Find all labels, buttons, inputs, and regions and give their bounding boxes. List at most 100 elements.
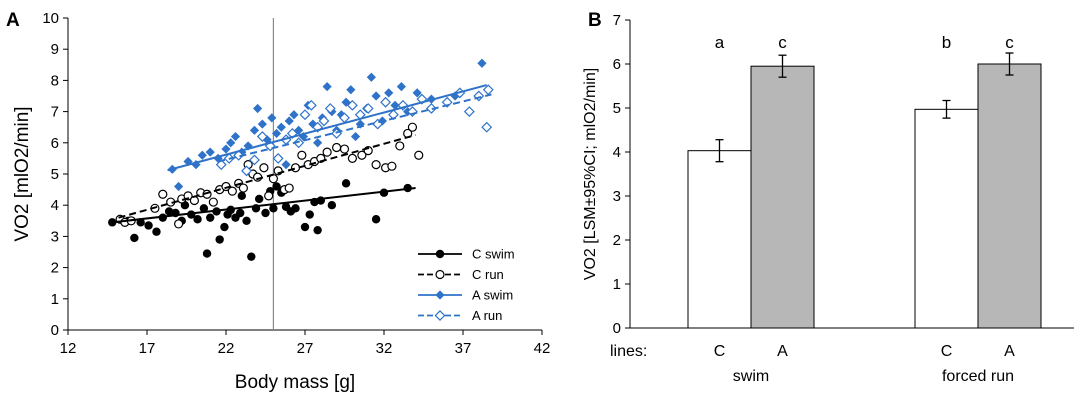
data-point: [230, 131, 241, 142]
trend-line: [118, 134, 416, 219]
group-label: forced run: [942, 368, 1014, 385]
data-point: [341, 179, 351, 188]
data-point: [144, 221, 153, 230]
data-point: [322, 147, 332, 157]
data-point: [396, 82, 406, 92]
data-point: [237, 191, 246, 201]
data-point: [366, 72, 376, 82]
legend-label: C run: [472, 267, 504, 282]
y-tick-label: 5: [51, 166, 59, 183]
trend-line: [217, 93, 492, 163]
data-point: [152, 227, 161, 236]
y-tick-label: 2: [613, 232, 621, 249]
y-tick-label: 10: [42, 10, 59, 27]
data-point: [174, 181, 184, 192]
data-point: [272, 182, 281, 191]
data-point: [387, 161, 397, 171]
data-point: [308, 119, 318, 129]
y-axis-label: VO2 [mlO2/min]: [12, 106, 33, 241]
data-point: [130, 233, 139, 243]
data-point: [371, 160, 381, 170]
x-axis-label: Body mass [g]: [235, 372, 355, 393]
legend-label: C swim: [472, 247, 515, 262]
data-point: [242, 216, 251, 225]
data-point: [339, 144, 350, 154]
panel-label-b: B: [588, 10, 602, 31]
y-tick-label: 7: [613, 12, 621, 29]
data-point: [208, 197, 218, 207]
y-tick-label: 9: [51, 41, 59, 58]
x-tick-label: 17: [139, 340, 156, 357]
data-point: [397, 99, 409, 111]
data-point: [299, 109, 311, 121]
line-label: A: [777, 343, 788, 360]
data-point: [371, 215, 381, 224]
y-tick-label: 1: [613, 276, 621, 293]
data-point: [477, 58, 487, 68]
data-point: [199, 204, 209, 213]
data-point: [322, 82, 332, 92]
data-point: [346, 85, 356, 95]
y-tick-label: 4: [613, 144, 621, 161]
data-point: [350, 131, 361, 142]
data-point: [441, 96, 453, 108]
data-point: [407, 122, 418, 132]
legend-label: A swim: [472, 288, 513, 303]
data-point: [286, 127, 298, 139]
series-a-swim: [167, 58, 487, 192]
data-point: [362, 103, 374, 114]
y-tick-label: 3: [613, 188, 621, 205]
significance-letter: a: [715, 33, 725, 52]
bar: [750, 65, 815, 329]
data-point: [221, 144, 231, 154]
legend-marker: [435, 249, 445, 259]
data-point: [158, 189, 168, 199]
data-point: [206, 213, 215, 222]
data-point: [259, 163, 269, 173]
data-point: [267, 113, 277, 123]
data-point: [183, 191, 193, 201]
data-point: [276, 122, 286, 132]
legend-marker: [435, 269, 445, 280]
y-tick-label: 3: [51, 228, 59, 245]
data-point: [318, 115, 330, 127]
x-tick-label: 22: [218, 340, 235, 357]
y-tick-label: 2: [51, 260, 59, 277]
data-point: [371, 91, 381, 101]
data-point: [293, 137, 305, 149]
trend-line: [167, 84, 487, 172]
series-a-run: [215, 84, 494, 177]
data-point: [193, 215, 202, 224]
significance-letter: c: [1005, 33, 1014, 52]
y-axis-label: VO2 [LSM±95%CI; mlO2/min]: [582, 68, 599, 280]
data-point: [390, 100, 400, 110]
legend-marker: [435, 290, 445, 300]
data-point: [395, 141, 405, 151]
line-label: C: [941, 343, 953, 360]
data-point: [473, 90, 485, 102]
data-point: [271, 128, 282, 139]
line-label: C: [714, 343, 726, 360]
data-point: [327, 201, 337, 210]
data-point: [425, 103, 437, 114]
data-point: [174, 219, 184, 229]
y-tick-label: 4: [51, 197, 59, 214]
data-point: [215, 159, 227, 171]
y-tick-label: 0: [51, 322, 59, 339]
data-point: [414, 150, 424, 160]
chart-b: B 0 1 2 3 4 5 6 7 VO2 [LSM±95%CI; mlO2/min] lines:…: [582, 10, 1074, 385]
data-point: [357, 150, 367, 160]
legend-marker: [434, 310, 446, 321]
data-point: [346, 99, 358, 111]
bar: [687, 150, 752, 329]
data-point: [220, 222, 229, 232]
data-point: [248, 154, 260, 166]
data-point: [289, 110, 299, 120]
data-point: [412, 88, 422, 98]
bar: [977, 63, 1042, 329]
data-point: [215, 235, 224, 244]
data-point: [291, 204, 300, 213]
data-point: [261, 208, 270, 218]
y-tick-label: 1: [51, 291, 59, 308]
